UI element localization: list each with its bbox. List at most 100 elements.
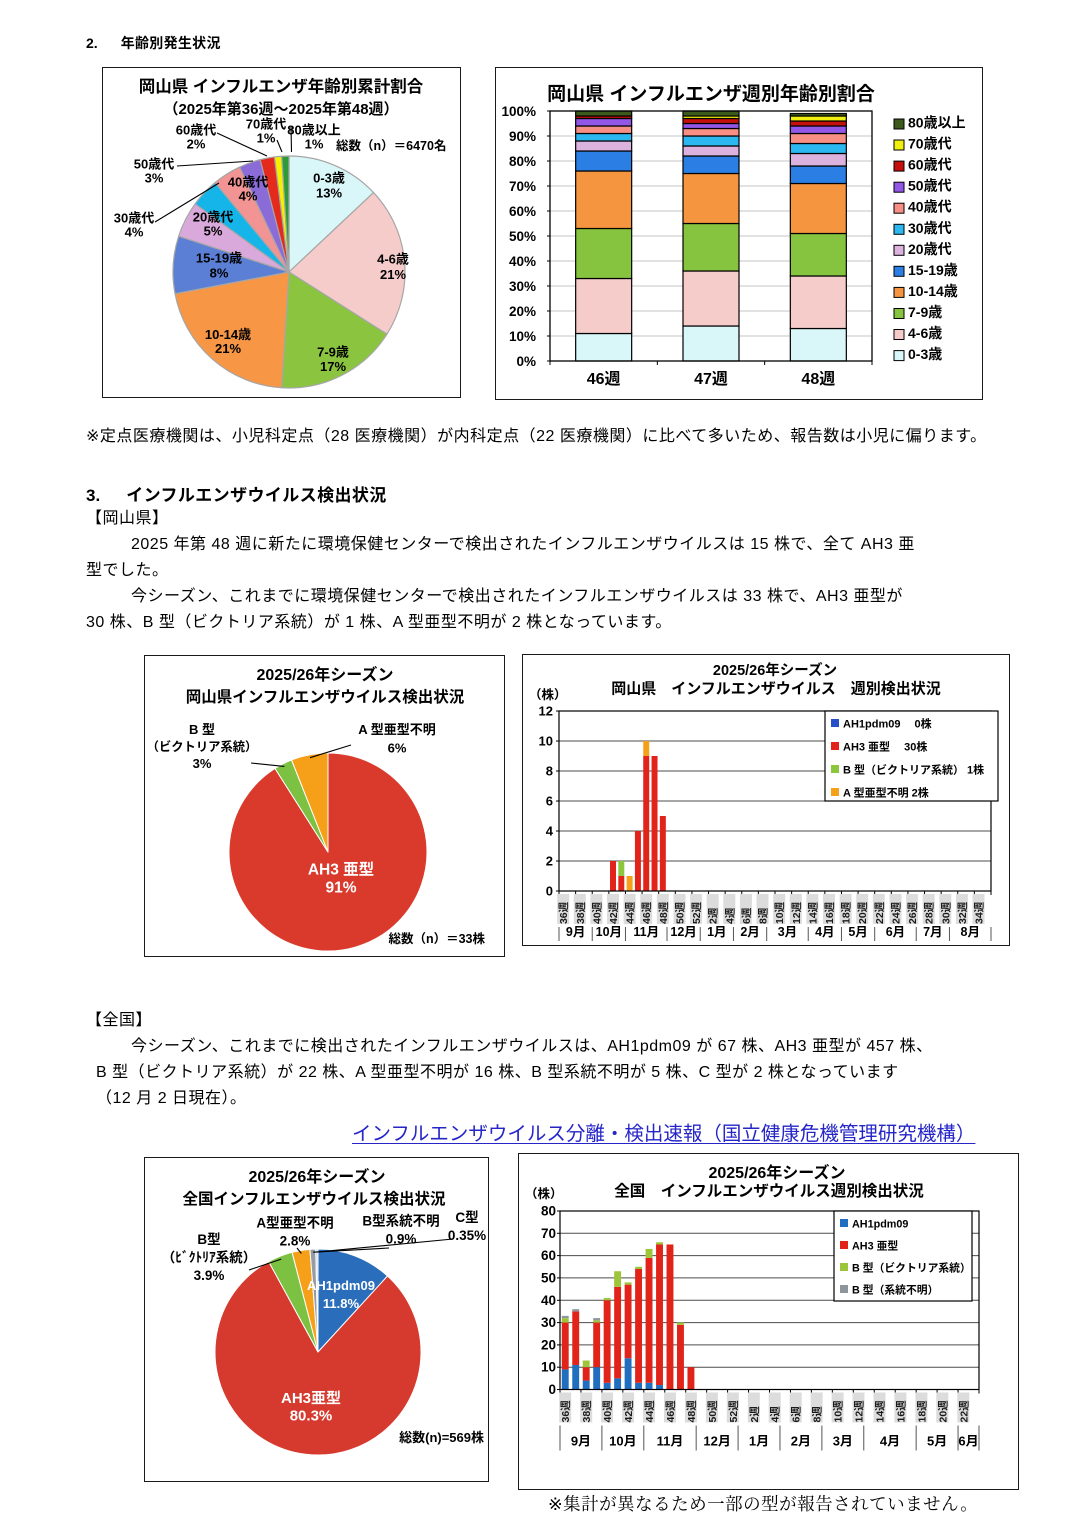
week-label-chip [972,894,985,924]
legend-swatch [893,202,905,214]
bar-segment [789,275,847,330]
week-label-chip [684,1392,697,1423]
section3-heading: 3. インフルエンザウイルス検出状況 [86,481,387,506]
bar-segment [677,1324,684,1390]
bar-segment [677,1322,684,1325]
week-tick-label: 36週 [557,901,570,924]
y-tick-label: 4 [546,824,554,839]
week-tick-label: 6週 [790,1406,803,1423]
legend-swatch [893,160,905,172]
legend-swatch [840,1241,848,1249]
bar-segment [789,120,847,127]
week-label-chip [559,1392,572,1423]
pie-slice [281,271,388,389]
week-label-chip [747,1392,760,1423]
slice-label: C型 [455,1210,478,1225]
chart-national-virus-weekly-box: 2025/26年シーズン 全国 インフルエンザウイルス週別検出状況 （株） 0 10 20… [518,1153,1019,1490]
week-label-chip [856,894,869,924]
bar-segment [682,325,740,362]
bar-segment [682,127,740,137]
bar-segment [789,142,847,155]
bar-segment [682,122,740,130]
niid-report-link[interactable]: インフルエンザウイルス分離・検出速報（国立健康危機管理研究機構） [352,1123,976,1145]
label-leader-line [216,132,268,157]
x-tick-label: 48週 [801,370,835,388]
week-label-chip [601,1392,614,1423]
week-label-chip [739,894,752,924]
okayama-paragraph-line4: 30 株、B 型（ビクトリア系統）が 1 株、A 型亜型不明が 2 株となってい… [86,614,672,631]
bar-segment [789,165,847,185]
legend-label: 20歳代 [908,241,952,257]
week-tick-label: 40週 [590,901,603,924]
week-tick-label: 22週 [957,1400,970,1423]
slice-label: B型 [197,1232,220,1247]
chart-okayama-age-pie-box: 岡山県 インフルエンザ年齢別累計割合 （2025年第36週～2025年第48週） 0… [102,67,461,398]
slice-label: 3% [193,756,212,771]
bar-segment [682,117,740,125]
legend-label: 7-9歳 [908,304,942,320]
bar-segment [789,182,847,235]
zenkoku-paragraph-line1: 今シーズン、これまでに検出されたインフルエンザウイルスは、AH1pdm09 が … [131,1038,933,1055]
week-tick-label: 16週 [894,1400,907,1423]
slice-label: B 型 [189,722,215,737]
slice-label: 13% [316,186,342,201]
legend-swatch [840,1285,848,1293]
month-label: 6月 [958,1434,978,1449]
bar-segment [561,1315,569,1319]
slice-label: AH3亜型 [281,1390,341,1407]
week-label-chip [873,1392,886,1423]
section2-title: 年齢別発生状況 [120,35,221,51]
legend-swatch [893,223,905,235]
label-leader-line [176,160,254,167]
month-label: 10月 [596,925,622,939]
month-label: 11月 [633,925,659,939]
bar-segment [789,112,847,117]
bar-segment [575,150,633,172]
week-label-chip [957,1392,970,1423]
legend-label: 50歳代 [908,178,952,194]
slice-label: 11.8% [323,1296,360,1311]
month-label: 4月 [815,925,834,939]
legend-label: AH3 亜型 30株 [843,741,927,754]
week-label-chip [773,894,786,924]
legend-swatch [893,118,905,130]
legend-swatch [840,1219,848,1227]
bar-segment [687,1367,695,1390]
y-tick-label: 90% [509,129,536,144]
pie-slice [288,155,375,273]
week-label-chip [557,894,570,924]
legend-label: B 型（系統不明） [852,1283,938,1297]
y-tick-label: 100% [501,104,536,119]
slice-label: 50歳代 [134,157,174,172]
legend-label: B 型（ビクトリア系統） [852,1261,971,1275]
week-tick-label: 10週 [832,1400,845,1423]
bar-segment [593,1318,601,1321]
slice-label: 2% [187,137,206,152]
week-tick-label: 30週 [939,901,952,924]
total-label: 総数(n)=569株 [399,1430,484,1445]
bar-segment [618,876,625,891]
legend-label: 30歳代 [908,220,952,236]
y-tick-label: 10 [539,734,553,749]
bar-segment [682,222,740,272]
chart-title: 2025/26年シーズン [713,661,837,679]
zenkoku-paragraph-line3: （12 月 2 日現在）。 [96,1090,247,1107]
week-tick-label: 50週 [706,1400,719,1423]
week-label-chip [664,1392,676,1423]
week-tick-label: 46週 [664,1400,677,1423]
month-label: 12月 [703,1434,730,1449]
week-label-chip [831,1392,844,1423]
bar-segment [651,756,658,891]
week-label-chip [756,894,769,924]
week-tick-label: 22週 [873,901,886,924]
chart-okayama-virus-weekly-box: 2025/26年シーズン 岡山県 インフルエンザウイルス 週別検出状況 （株） 0 2 4… [522,654,1010,946]
bar-segment [682,135,740,147]
slice-label: 6% [388,741,407,756]
y-tick-label: 10 [541,1360,556,1375]
week-tick-label: 2週 [707,907,720,924]
okayama-age-weekly-bar-chart: 岡山県 インフルエンザ週別年齢別割合 0% 10% 20% 30% 40% 50% 60% 70… [501,82,965,388]
legend-label: AH3 亜型 [852,1240,898,1253]
legend-swatch [840,1263,848,1271]
